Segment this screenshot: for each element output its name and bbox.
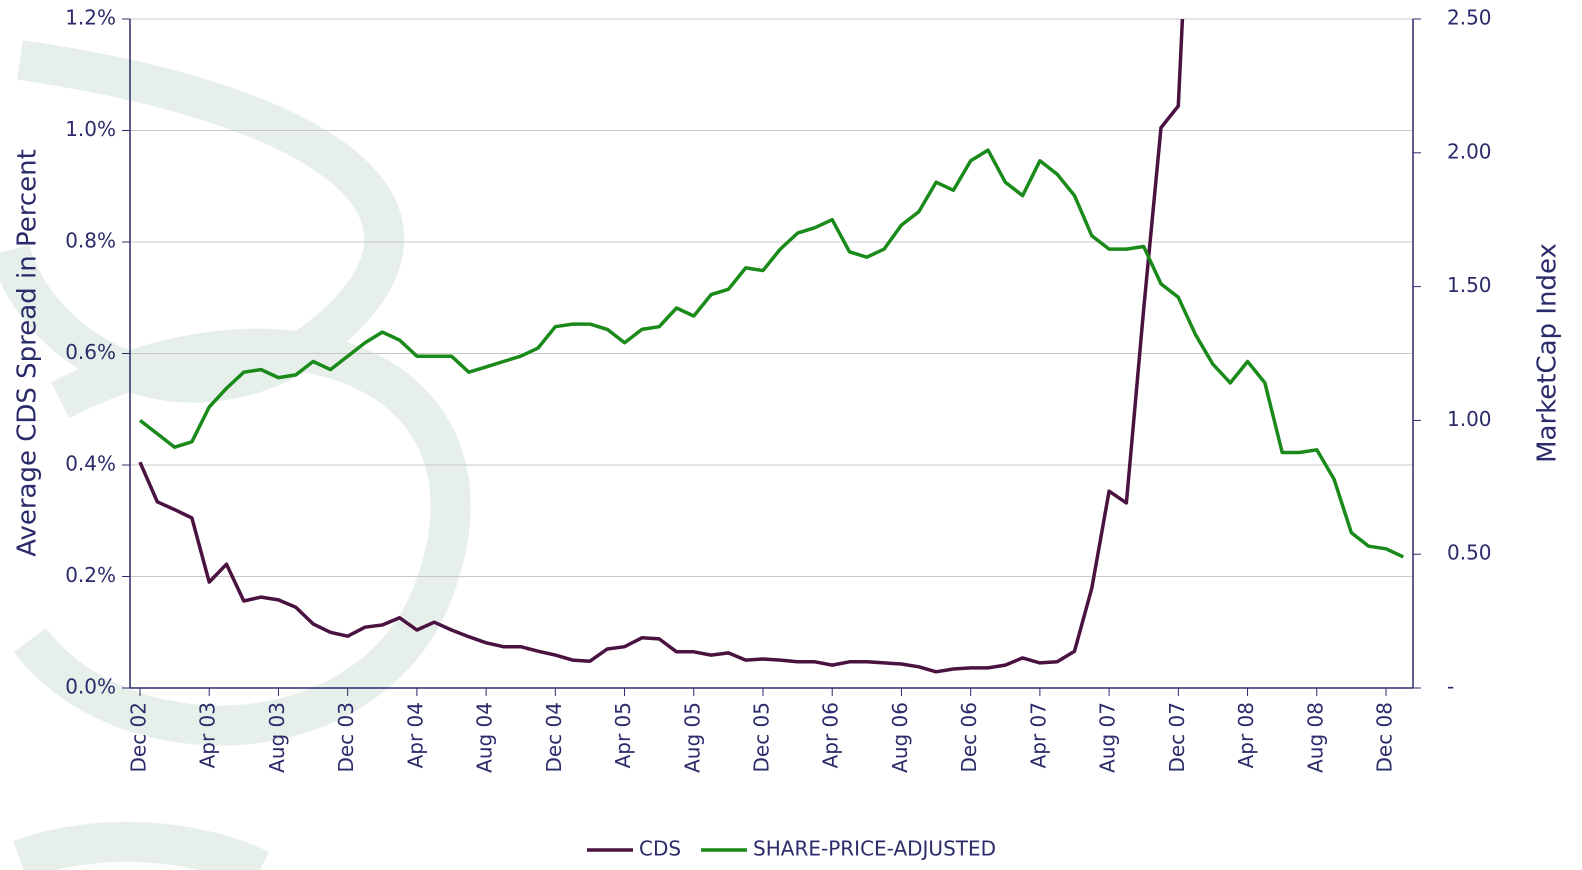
x-tick-label: Apr 08	[1234, 702, 1258, 768]
x-tick-label: Dec 07	[1165, 702, 1189, 773]
y-tick-label: 0.8%	[65, 229, 116, 253]
page: Average CDS Spread in Percent MarketCap …	[0, 0, 1582, 870]
x-tick-label: Apr 07	[1026, 702, 1050, 768]
x-tick-label: Aug 07	[1096, 702, 1120, 773]
y-tick-label: 0.0%	[65, 675, 116, 699]
watermark-swirl	[30, 349, 451, 726]
x-tick-label: Apr 06	[819, 702, 843, 768]
y2-tick-label: 2.50	[1447, 6, 1492, 30]
legend: CDS SHARE-PRICE-ADJUSTED	[587, 837, 996, 861]
x-tick-label: Apr 04	[403, 702, 427, 768]
x-tick-label: Aug 03	[265, 702, 289, 773]
y2-axis-title: MarketCap Index	[1533, 243, 1563, 463]
y2-tick-label: 0.50	[1447, 541, 1492, 565]
y-tick-label: 0.2%	[65, 563, 116, 587]
y2-tick-label: 1.50	[1447, 273, 1492, 297]
x-tick-label: Dec 08	[1373, 702, 1397, 773]
x-tick-label: Dec 05	[750, 702, 774, 773]
x-tick-label: Apr 05	[611, 702, 635, 768]
x-tick-label: Aug 08	[1303, 702, 1327, 773]
y2-tick-label: 1.00	[1447, 407, 1492, 431]
watermark-swirl	[20, 842, 260, 870]
x-tick-label: Apr 03	[196, 702, 220, 768]
x-tick-label: Aug 05	[680, 702, 704, 773]
x-tick-label: Dec 03	[334, 702, 358, 773]
y-axis-title: Average CDS Spread in Percent	[13, 149, 43, 557]
x-tick-label: Aug 06	[888, 702, 912, 773]
y-tick-label: 0.4%	[65, 452, 116, 476]
y2-tick-label: -	[1447, 675, 1454, 699]
chart: Average CDS Spread in Percent MarketCap …	[0, 0, 1582, 870]
y-tick-label: 1.0%	[65, 117, 116, 141]
x-tick-label: Dec 02	[127, 702, 151, 773]
x-tick-label: Dec 06	[957, 702, 981, 773]
x-tick-label: Aug 04	[473, 702, 497, 773]
y-tick-label: 1.2%	[65, 6, 116, 30]
legend-label: SHARE-PRICE-ADJUSTED	[753, 837, 996, 861]
y-tick-label: 0.6%	[65, 340, 116, 364]
legend-label: CDS	[639, 837, 681, 861]
y2-tick-label: 2.00	[1447, 139, 1492, 163]
x-tick-label: Dec 04	[542, 702, 566, 773]
